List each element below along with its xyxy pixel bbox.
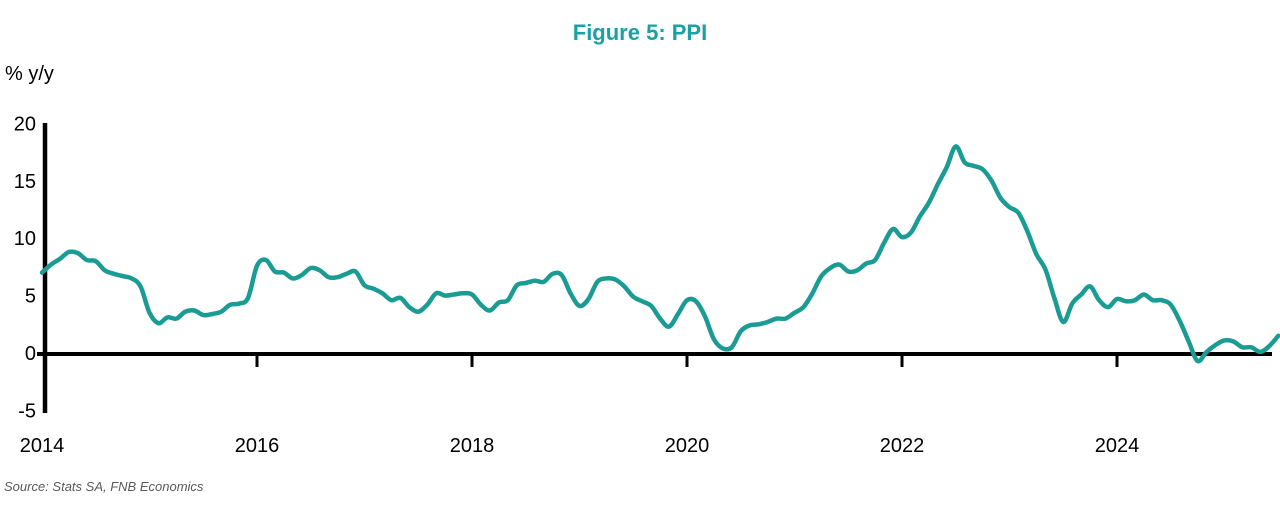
x-tick-label: 2018: [450, 435, 495, 457]
y-tick-label: 5: [25, 286, 36, 308]
y-tick-label: 15: [14, 171, 36, 193]
x-tick-label: 2020: [665, 435, 710, 457]
y-tick-label: -5: [18, 400, 36, 422]
y-tick-label: 0: [25, 343, 36, 365]
x-tick-label: 2022: [880, 435, 925, 457]
x-tick-label: 2014: [20, 435, 65, 457]
y-tick-label: 20: [14, 113, 36, 135]
page-title: Figure 5: PPI: [572, 20, 708, 45]
x-tick-label: 2024: [1095, 435, 1140, 457]
y-axis-unit-label: % y/y: [5, 63, 54, 85]
source-note: Source: Stats SA, FNB Economics: [4, 479, 204, 494]
y-tick-label: 10: [14, 228, 36, 250]
ppi-series-line: [39, 144, 1280, 364]
x-tick-label: 2016: [235, 435, 280, 457]
